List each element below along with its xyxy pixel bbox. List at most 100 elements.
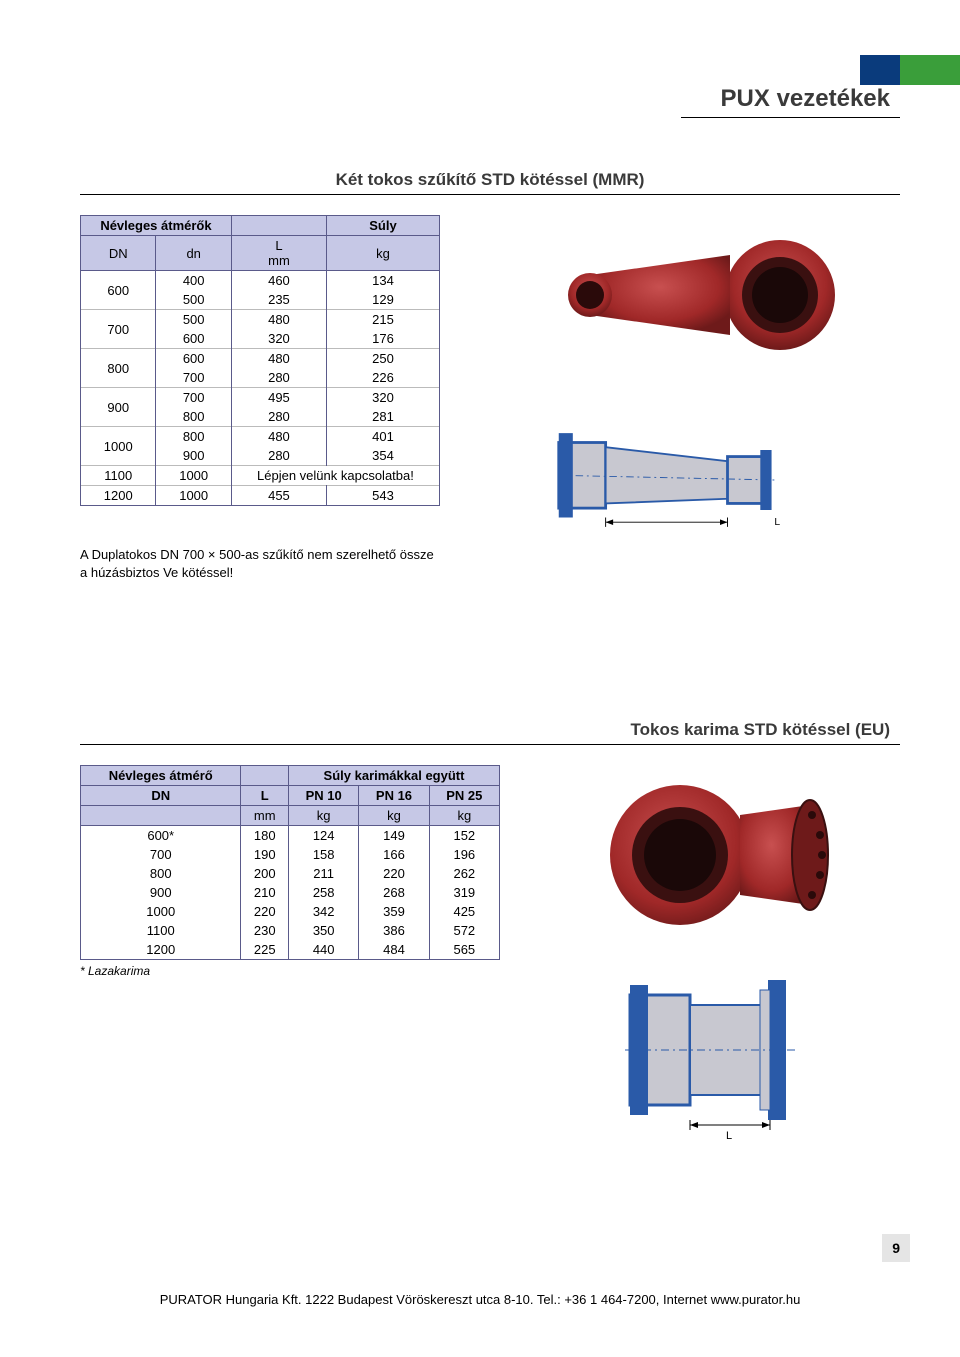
flange-table: Névleges átmérő Súly karimákkal együtt D… xyxy=(80,765,500,960)
cell-DN: 800 xyxy=(81,349,156,388)
cell-pn25: 425 xyxy=(429,902,499,921)
cell-dn: 500 xyxy=(156,310,231,330)
cell-dn: 600 xyxy=(156,329,231,349)
cell-kg: 134 xyxy=(327,271,440,291)
cell-pn10: 342 xyxy=(289,902,359,921)
section2-footnote: * Lazakarima xyxy=(80,964,500,978)
cell-dn: 700 xyxy=(156,388,231,408)
cell-DN: 700 xyxy=(81,310,156,349)
cell-kg: 250 xyxy=(327,349,440,369)
table-row: 600*180124149152 xyxy=(81,826,500,846)
t2-h-DN: DN xyxy=(81,786,241,806)
table-row: 12001000455543 xyxy=(81,486,440,506)
table-row: 1000800480401 xyxy=(81,427,440,447)
t2-h-suly: Súly karimákkal együtt xyxy=(289,766,500,786)
reducer-photo xyxy=(530,215,850,375)
t2-h-pn16: PN 16 xyxy=(359,786,429,806)
cell-DN: 700 xyxy=(81,845,241,864)
t1-h-L: Lmm xyxy=(231,236,326,271)
cell-kg: 354 xyxy=(327,446,440,466)
cell-pn25: 196 xyxy=(429,845,499,864)
cell-pn10: 158 xyxy=(289,845,359,864)
section2-images: L xyxy=(540,765,900,1145)
cell-L: 480 xyxy=(231,310,326,330)
cell-dn: 800 xyxy=(156,427,231,447)
cell-kg: 320 xyxy=(327,388,440,408)
cell-pn25: 572 xyxy=(429,921,499,940)
section1-subtitle: Két tokos szűkítő STD kötéssel (MMR) xyxy=(336,170,645,189)
cell-L: 225 xyxy=(241,940,289,960)
cell-kg: 129 xyxy=(327,290,440,310)
cell-L: 230 xyxy=(241,921,289,940)
cell-L: 480 xyxy=(231,349,326,369)
note-line1: A Duplatokos DN 700 × 500-as szűkítő nem… xyxy=(80,546,440,564)
cell-L: 235 xyxy=(231,290,326,310)
cell-L: 455 xyxy=(231,486,326,506)
table-row: 700500480215 xyxy=(81,310,440,330)
cell-DN: 600* xyxy=(81,826,241,846)
cell-L: Lépjen velünk kapcsolatba! xyxy=(231,466,439,486)
cell-kg: 281 xyxy=(327,407,440,427)
cell-DN: 800 xyxy=(81,864,241,883)
table-row: 1000220342359425 xyxy=(81,902,500,921)
section-reducer: Két tokos szűkítő STD kötéssel (MMR) Név… xyxy=(80,170,900,582)
accent-blue xyxy=(860,55,900,85)
table-row: 600400460134 xyxy=(81,271,440,291)
cell-L: 280 xyxy=(231,407,326,427)
cell-pn10: 258 xyxy=(289,883,359,902)
table-row: 1200225440484565 xyxy=(81,940,500,960)
t2-u-empty xyxy=(81,806,241,826)
cell-pn10: 350 xyxy=(289,921,359,940)
cell-pn25: 262 xyxy=(429,864,499,883)
t2-h-nevleges: Névleges átmérő xyxy=(81,766,241,786)
cell-dn: 900 xyxy=(156,446,231,466)
section2-subtitle: Tokos karima STD kötéssel (EU) xyxy=(631,720,891,739)
cell-DN: 1200 xyxy=(81,940,241,960)
t2-h-empty xyxy=(241,766,289,786)
cell-kg: 176 xyxy=(327,329,440,349)
section2-subtitle-wrap: Tokos karima STD kötéssel (EU) xyxy=(80,720,900,745)
cell-DN: 900 xyxy=(81,388,156,427)
cell-L: 200 xyxy=(241,864,289,883)
cell-pn25: 565 xyxy=(429,940,499,960)
page-title-container: PUX vezetékek xyxy=(681,85,900,118)
cell-kg: 543 xyxy=(327,486,440,506)
cell-dn: 1000 xyxy=(156,486,231,506)
t2-h-pn10: PN 10 xyxy=(289,786,359,806)
cell-L: 190 xyxy=(241,845,289,864)
cell-L: 460 xyxy=(231,271,326,291)
t1-h-empty xyxy=(231,216,326,236)
diagram2-L-label: L xyxy=(726,1130,732,1142)
cell-pn16: 484 xyxy=(359,940,429,960)
t2-u-kg3: kg xyxy=(429,806,499,826)
cell-DN: 1000 xyxy=(81,427,156,466)
diagram1-L-label: L xyxy=(774,517,780,528)
cell-pn25: 319 xyxy=(429,883,499,902)
cell-pn16: 166 xyxy=(359,845,429,864)
cell-dn: 1000 xyxy=(156,466,231,486)
cell-DN: 1000 xyxy=(81,902,241,921)
section1-subtitle-wrap: Két tokos szűkítő STD kötéssel (MMR) xyxy=(80,170,900,195)
t2-h-L: L xyxy=(241,786,289,806)
cell-L: 280 xyxy=(231,446,326,466)
table-row: 800600480250 xyxy=(81,349,440,369)
cell-dn: 600 xyxy=(156,349,231,369)
page-number: 9 xyxy=(882,1234,910,1262)
cell-DN: 1100 xyxy=(81,466,156,486)
cell-pn16: 386 xyxy=(359,921,429,940)
cell-L: 495 xyxy=(231,388,326,408)
accent-green xyxy=(900,55,960,85)
table-row: 11001000Lépjen velünk kapcsolatba! xyxy=(81,466,440,486)
cell-pn16: 268 xyxy=(359,883,429,902)
t1-h-kg: kg xyxy=(327,236,440,271)
flange-diagram: L xyxy=(600,965,840,1145)
t2-u-kg2: kg xyxy=(359,806,429,826)
cell-pn16: 359 xyxy=(359,902,429,921)
table1-and-note: Névleges átmérők Súly DN dn Lmm kg 60040… xyxy=(80,215,440,582)
cell-L: 320 xyxy=(231,329,326,349)
flange-photo xyxy=(580,765,860,945)
cell-DN: 1200 xyxy=(81,486,156,506)
table-row: 900210258268319 xyxy=(81,883,500,902)
page-title: PUX vezetékek xyxy=(721,85,890,113)
cell-kg: 226 xyxy=(327,368,440,388)
